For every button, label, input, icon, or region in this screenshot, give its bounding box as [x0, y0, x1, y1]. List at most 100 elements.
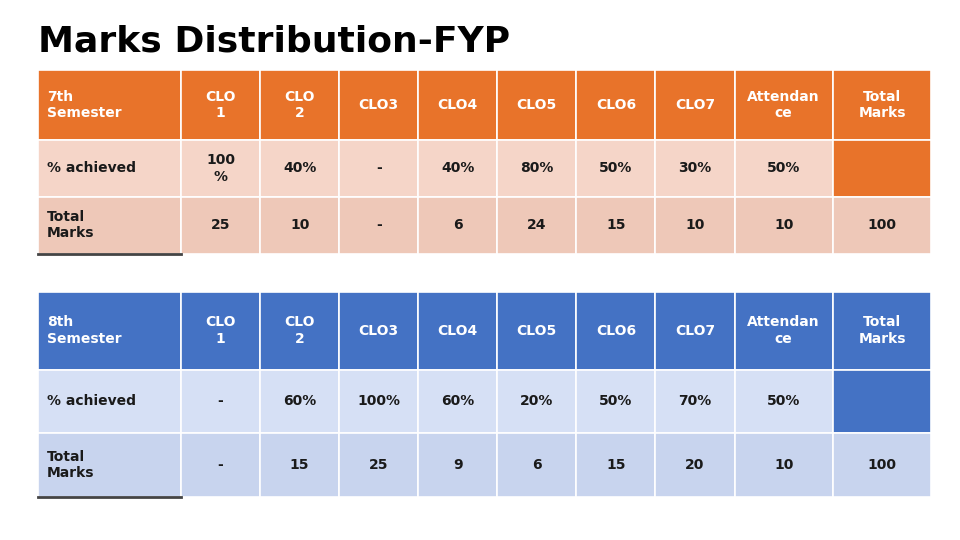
- Bar: [576, 197, 656, 254]
- Bar: [339, 292, 419, 369]
- Bar: [497, 433, 576, 497]
- Bar: [656, 140, 734, 197]
- Text: 20%: 20%: [520, 394, 554, 408]
- Text: 10: 10: [685, 218, 705, 232]
- Text: 60%: 60%: [283, 394, 316, 408]
- Bar: [181, 140, 260, 197]
- Bar: [833, 369, 931, 433]
- Text: 24: 24: [527, 218, 546, 232]
- Text: CLO
1: CLO 1: [205, 315, 236, 346]
- Text: Total
Marks: Total Marks: [858, 90, 906, 120]
- Text: CLO5: CLO5: [516, 98, 557, 112]
- Text: 80%: 80%: [520, 161, 554, 176]
- Bar: [38, 70, 181, 140]
- Bar: [339, 433, 419, 497]
- Bar: [260, 70, 339, 140]
- Text: % achieved: % achieved: [47, 394, 136, 408]
- Text: Total
Marks: Total Marks: [858, 315, 906, 346]
- Bar: [497, 70, 576, 140]
- Text: % achieved: % achieved: [47, 161, 136, 176]
- Text: 70%: 70%: [679, 394, 711, 408]
- Bar: [260, 197, 339, 254]
- Text: 60%: 60%: [442, 394, 474, 408]
- Bar: [833, 140, 931, 197]
- Text: 50%: 50%: [767, 394, 801, 408]
- Bar: [339, 197, 419, 254]
- Text: 40%: 40%: [283, 161, 317, 176]
- Bar: [419, 292, 497, 369]
- Bar: [497, 292, 576, 369]
- Bar: [497, 197, 576, 254]
- Text: CLO5: CLO5: [516, 323, 557, 338]
- Text: 20: 20: [685, 458, 705, 472]
- Bar: [260, 292, 339, 369]
- Bar: [339, 70, 419, 140]
- Bar: [419, 197, 497, 254]
- Bar: [497, 369, 576, 433]
- Bar: [576, 369, 656, 433]
- Bar: [734, 70, 833, 140]
- Bar: [656, 70, 734, 140]
- Bar: [260, 369, 339, 433]
- Bar: [833, 197, 931, 254]
- Text: CLO4: CLO4: [438, 98, 478, 112]
- Text: 10: 10: [774, 458, 793, 472]
- Text: -: -: [218, 458, 224, 472]
- Text: 40%: 40%: [441, 161, 474, 176]
- Text: -: -: [218, 394, 224, 408]
- Bar: [38, 292, 181, 369]
- Text: 9: 9: [453, 458, 463, 472]
- Bar: [656, 433, 734, 497]
- Text: CLO4: CLO4: [438, 323, 478, 338]
- Text: CLO7: CLO7: [675, 98, 715, 112]
- Bar: [419, 433, 497, 497]
- Text: 10: 10: [774, 218, 793, 232]
- Text: 50%: 50%: [767, 161, 801, 176]
- Text: CLO3: CLO3: [359, 323, 398, 338]
- Text: -: -: [376, 218, 382, 232]
- Bar: [419, 70, 497, 140]
- Text: 100: 100: [868, 458, 897, 472]
- Bar: [260, 140, 339, 197]
- Text: 30%: 30%: [679, 161, 711, 176]
- Text: CLO
2: CLO 2: [284, 90, 315, 120]
- Text: 100
%: 100 %: [206, 153, 235, 184]
- Text: 6: 6: [532, 458, 541, 472]
- Bar: [339, 140, 419, 197]
- Bar: [656, 292, 734, 369]
- Text: 6: 6: [453, 218, 463, 232]
- Text: 15: 15: [606, 458, 626, 472]
- Text: 8th
Semester: 8th Semester: [47, 315, 122, 346]
- Text: 50%: 50%: [599, 161, 633, 176]
- Text: Attendan
ce: Attendan ce: [748, 90, 820, 120]
- Text: CLO
1: CLO 1: [205, 90, 236, 120]
- Text: CLO
2: CLO 2: [284, 315, 315, 346]
- Bar: [576, 70, 656, 140]
- Bar: [497, 140, 576, 197]
- Text: -: -: [376, 161, 382, 176]
- Text: CLO6: CLO6: [596, 98, 636, 112]
- Bar: [181, 369, 260, 433]
- Text: 100: 100: [868, 218, 897, 232]
- Text: Attendan
ce: Attendan ce: [748, 315, 820, 346]
- Bar: [260, 433, 339, 497]
- Bar: [656, 369, 734, 433]
- Bar: [734, 197, 833, 254]
- Bar: [734, 140, 833, 197]
- Bar: [734, 433, 833, 497]
- Text: CLO3: CLO3: [359, 98, 398, 112]
- Bar: [734, 369, 833, 433]
- Bar: [339, 369, 419, 433]
- Bar: [656, 197, 734, 254]
- Text: 100%: 100%: [357, 394, 400, 408]
- Bar: [576, 140, 656, 197]
- Bar: [181, 70, 260, 140]
- Bar: [833, 70, 931, 140]
- Text: 25: 25: [211, 218, 230, 232]
- Text: 10: 10: [290, 218, 309, 232]
- Text: 7th
Semester: 7th Semester: [47, 90, 122, 120]
- Bar: [181, 433, 260, 497]
- Bar: [833, 433, 931, 497]
- Text: CLO7: CLO7: [675, 323, 715, 338]
- Bar: [419, 140, 497, 197]
